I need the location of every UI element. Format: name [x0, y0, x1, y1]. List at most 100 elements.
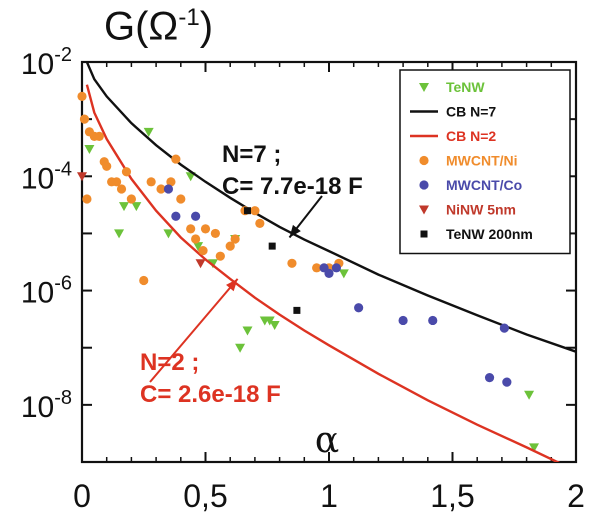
point-tenw: [269, 320, 280, 330]
point-mwcnt-ni: [126, 194, 136, 204]
point-mwcnt-ni: [102, 161, 112, 171]
point-tenw: [193, 242, 204, 252]
point-mwcnt-co: [398, 315, 408, 326]
point-tenw: [163, 229, 174, 239]
legend-marker: [419, 83, 429, 92]
point-mwcnt-ni: [312, 263, 322, 273]
point-mwcnt-ni: [146, 177, 156, 187]
point-mwcnt-ni: [255, 218, 265, 228]
legend-label: MWCNT/Ni: [446, 153, 518, 169]
legend-label: TeNW 200nm: [446, 226, 533, 242]
point-mwcnt-co: [354, 303, 364, 313]
legend-label: CB N=7: [446, 104, 496, 120]
point-mwcnt-ni: [111, 177, 122, 187]
point-tenw-200nm: [268, 242, 276, 250]
point-mwcnt-ni: [94, 131, 104, 141]
legend-marker: [419, 205, 429, 215]
y-tick-base: 10: [21, 277, 54, 310]
y-tick-label: 10-8: [21, 387, 72, 424]
legend-label: NiNW 5nm: [446, 202, 516, 218]
point-tenw: [524, 390, 535, 400]
point-mwcnt-co: [171, 211, 181, 221]
y-tick-base: 10: [21, 391, 54, 424]
annotation-n7-line: N=7 ;: [222, 141, 281, 168]
point-mwcnt-ni: [121, 167, 132, 177]
point-mwcnt-co: [331, 263, 342, 273]
point-mwcnt-ni: [287, 258, 297, 268]
y-tick-exponent: -4: [54, 158, 72, 180]
point-mwcnt-ni: [82, 194, 92, 204]
point-tenw: [143, 127, 154, 137]
x-tick-label: 0: [73, 478, 91, 514]
annotation-n2-line: N=2 ;: [140, 349, 199, 376]
point-mwcnt-ni: [191, 234, 201, 244]
point-mwcnt-ni: [198, 246, 208, 256]
x-tick-label: 2: [567, 478, 585, 514]
point-mwcnt-ni: [171, 154, 181, 164]
point-tenw: [264, 316, 275, 326]
y-tick-exponent: -6: [54, 273, 72, 295]
y-axis-label-close: ): [199, 4, 214, 49]
point-ninw-5nm: [195, 259, 206, 269]
point-mwcnt-ni: [139, 275, 149, 286]
y-tick-base: 10: [21, 162, 54, 195]
point-mwcnt-co: [499, 323, 509, 333]
point-mwcnt-co: [428, 315, 438, 326]
x-tick-label: 1,5: [430, 478, 474, 514]
y-axis-label: G(Ω-1): [104, 4, 213, 49]
point-mwcnt-co: [163, 184, 174, 194]
x-tick-label: 0,5: [183, 478, 227, 514]
point-tenw: [84, 145, 95, 155]
point-tenw: [235, 343, 246, 353]
point-mwcnt-ni: [210, 228, 220, 239]
point-tenw-200nm: [243, 207, 251, 215]
point-tenw: [118, 202, 129, 212]
y-tick-base: 10: [21, 48, 54, 81]
point-tenw: [131, 202, 142, 212]
x-tick-label: 1: [320, 478, 338, 514]
point-mwcnt-ni: [250, 206, 260, 216]
legend-marker: [419, 180, 429, 190]
y-tick-label: 10-6: [21, 273, 72, 310]
annotation-n2-line: C= 2.6e-18 F: [140, 381, 281, 408]
point-mwcnt-co: [191, 211, 201, 221]
y-tick-label: 10-2: [21, 44, 72, 81]
legend-marker: [419, 155, 429, 166]
point-mwcnt-ni: [225, 241, 235, 251]
y-axis-label-sup: -1: [178, 4, 200, 31]
point-ninw-5nm: [77, 172, 87, 182]
y-tick-exponent: -8: [54, 387, 72, 409]
series-line-cb-n-2: [85, 84, 561, 462]
y-axis-label-text: G(Ω: [104, 4, 179, 49]
x-axis-label: α: [315, 420, 339, 461]
y-tick-label: 10-4: [21, 158, 72, 195]
point-mwcnt-ni: [230, 234, 240, 244]
annotation-n2-arrow: [149, 278, 239, 383]
point-mwcnt-ni: [166, 177, 176, 187]
point-mwcnt-co: [324, 268, 334, 278]
annotation-n7-line: C= 7.7e-18 F: [222, 173, 363, 200]
y-tick-exponent: -2: [54, 44, 72, 66]
point-tenw: [242, 326, 253, 336]
legend-label: TeNW: [446, 79, 485, 95]
point-mwcnt-ni: [79, 114, 90, 124]
point-mwcnt-ni: [77, 91, 87, 102]
legend-marker: [420, 230, 428, 238]
legend-label: CB N=2: [446, 128, 496, 144]
point-mwcnt-ni: [215, 251, 225, 261]
point-mwcnt-ni: [200, 224, 211, 234]
point-mwcnt-ni: [116, 184, 127, 194]
point-tenw: [529, 443, 540, 453]
point-mwcnt-ni: [156, 184, 166, 194]
point-tenw-200nm: [293, 306, 301, 314]
point-tenw: [114, 229, 125, 239]
point-mwcnt-co: [502, 377, 512, 387]
point-mwcnt-ni: [186, 224, 196, 234]
point-mwcnt-co: [484, 372, 495, 383]
annotation-n7-arrowhead: [289, 224, 301, 238]
legend-label: MWCNT/Co: [446, 177, 522, 193]
annotation-n2-arrowhead: [226, 278, 238, 292]
point-tenw: [338, 269, 349, 279]
